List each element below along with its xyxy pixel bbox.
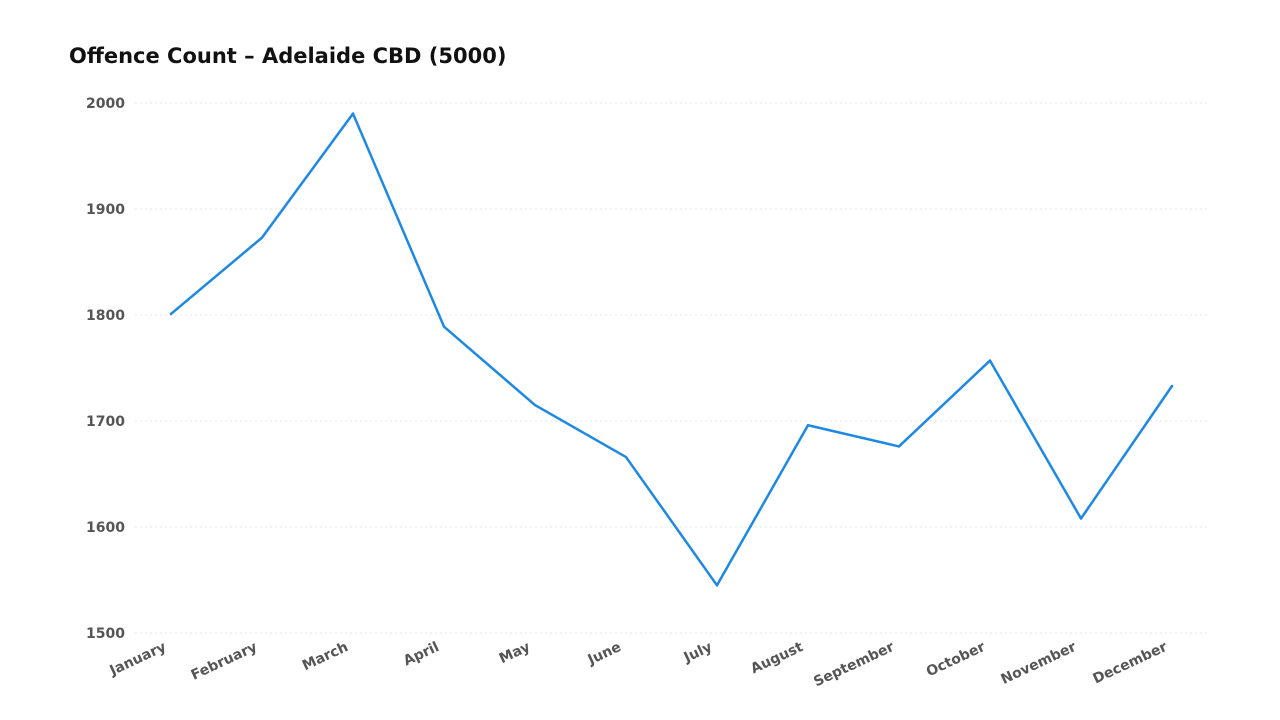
x-tick-label: September (811, 639, 897, 690)
x-tick-label: January (107, 639, 169, 679)
y-tick-label: 1800 (86, 308, 125, 324)
series-line (169, 112, 1174, 587)
y-tick-label: 2000 (86, 96, 125, 112)
y-axis: 1500 1600 1700 1800 1900 2000 (86, 96, 125, 642)
data-point-may (533, 403, 537, 407)
x-tick-label: October (924, 639, 988, 680)
gridlines (135, 102, 1208, 634)
y-tick-label: 1700 (86, 414, 125, 430)
data-point-december (1170, 384, 1174, 388)
series-group (169, 112, 1174, 587)
x-tick-label: June (585, 639, 624, 669)
y-tick-label: 1900 (86, 202, 125, 218)
data-point-january (169, 312, 173, 316)
data-point-february (260, 236, 264, 239)
x-tick-label: November (999, 639, 1079, 688)
x-tick-label: April (401, 639, 442, 669)
data-point-november (1079, 517, 1083, 520)
data-point-august (806, 424, 810, 427)
data-point-july (715, 584, 719, 587)
x-tick-label: May (497, 639, 533, 667)
y-tick-label: 1500 (86, 626, 125, 642)
y-tick-label: 1600 (86, 520, 125, 536)
data-point-april (442, 325, 446, 328)
x-axis: January February March April May June July Augu… (107, 639, 1170, 690)
data-point-june (624, 455, 628, 459)
x-tick-label: August (748, 639, 806, 677)
x-tick-label: December (1090, 639, 1169, 687)
x-tick-label: March (300, 639, 351, 674)
x-tick-label: February (189, 639, 260, 683)
data-point-march (351, 112, 355, 115)
chart-title: Offence Count – Adelaide CBD (5000) (69, 44, 507, 68)
data-point-october (988, 359, 992, 362)
x-tick-label: July (681, 639, 715, 666)
data-point-september (897, 445, 901, 448)
